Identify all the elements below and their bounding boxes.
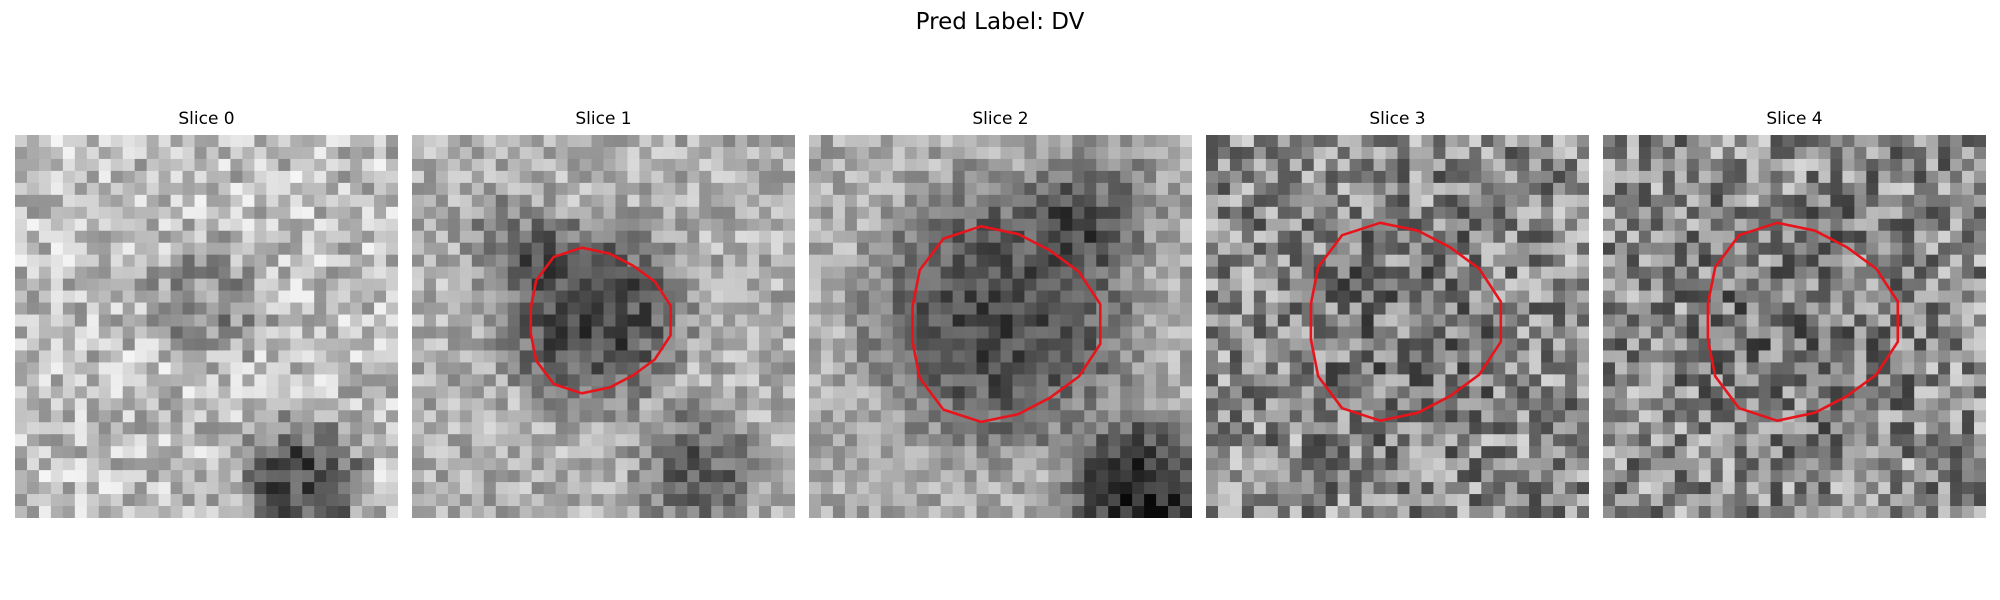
slice-title-3: Slice 3 — [1369, 109, 1426, 129]
slice-image-2 — [809, 135, 1192, 518]
slice-image-0 — [15, 135, 398, 518]
slice-title-0: Slice 0 — [178, 109, 235, 129]
slice-pixels — [412, 135, 795, 518]
slice-title-4: Slice 4 — [1766, 109, 1823, 129]
segmentation-contour — [1706, 221, 1900, 423]
slice-pixels — [1206, 135, 1589, 518]
slice-title-1: Slice 1 — [575, 109, 632, 129]
segmentation-contour — [529, 246, 672, 395]
slice-panel-0: Slice 0 — [15, 108, 398, 518]
slice-image-3 — [1206, 135, 1589, 518]
figure-title: Pred Label: DV — [915, 9, 1085, 35]
slice-panel-1: Slice 1 — [412, 108, 795, 518]
slice-pixels — [809, 135, 1192, 518]
slice-image-4 — [1603, 135, 1986, 518]
slice-image-1 — [412, 135, 795, 518]
slice-pixels — [1603, 135, 1986, 518]
slice-panel-3: Slice 3 — [1206, 108, 1589, 518]
slice-pixels — [15, 135, 398, 518]
segmentation-contour — [1309, 221, 1503, 423]
slice-panel-4: Slice 4 — [1603, 108, 1986, 518]
slice-panel-2: Slice 2 — [809, 108, 1192, 518]
slice-title-2: Slice 2 — [972, 109, 1029, 129]
segmentation-contour — [911, 225, 1102, 424]
